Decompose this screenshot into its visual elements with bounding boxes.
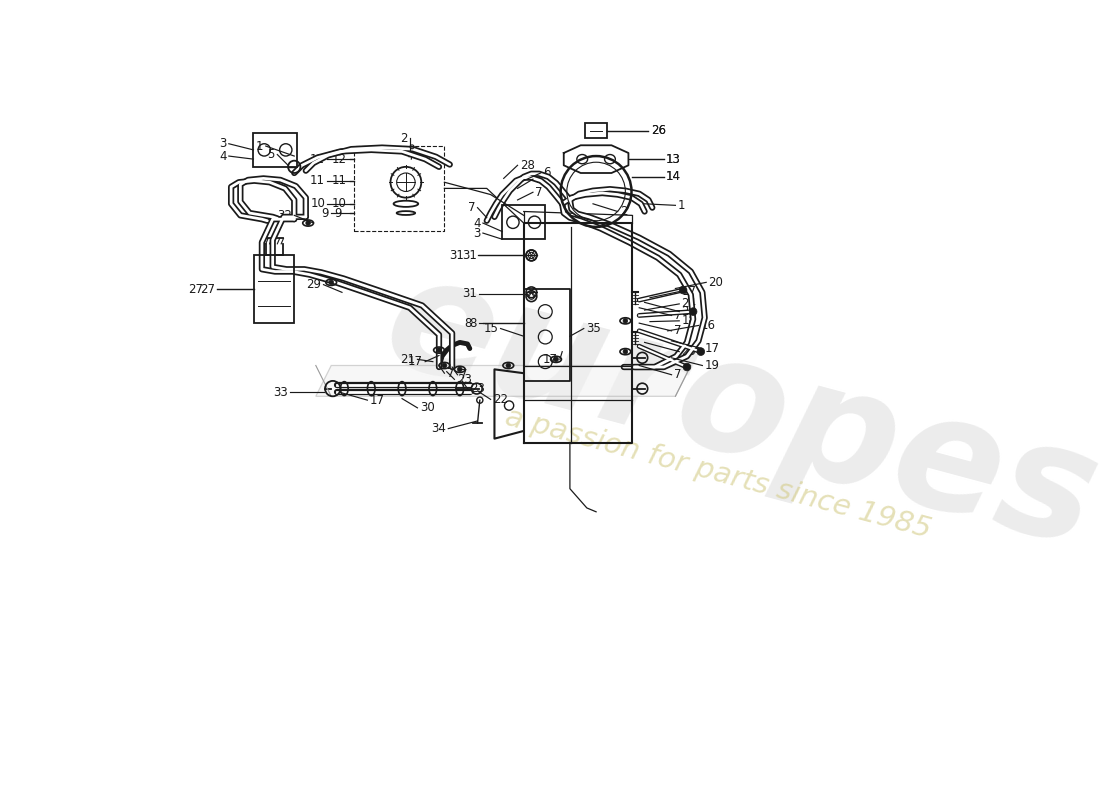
Text: 7: 7 (460, 368, 467, 382)
Text: a passion for parts since 1985: a passion for parts since 1985 (502, 403, 934, 544)
Text: 12: 12 (331, 153, 346, 166)
Bar (502, 206, 546, 239)
Text: 17: 17 (542, 353, 558, 366)
Text: 7: 7 (468, 201, 475, 214)
Text: 17: 17 (705, 342, 719, 355)
Text: 23: 23 (456, 373, 472, 386)
Text: 7: 7 (674, 309, 681, 322)
Text: 20: 20 (708, 276, 724, 289)
Text: 30: 30 (420, 402, 434, 414)
Text: 26: 26 (651, 124, 666, 137)
Text: 15: 15 (483, 322, 498, 335)
Circle shape (458, 367, 462, 372)
Circle shape (553, 357, 559, 362)
Text: 19: 19 (705, 359, 719, 372)
Text: 7: 7 (674, 368, 681, 382)
Text: 31: 31 (462, 249, 476, 262)
Text: 11: 11 (331, 174, 346, 187)
Text: 3: 3 (219, 138, 227, 150)
Text: 5: 5 (267, 148, 275, 161)
Text: 25: 25 (682, 345, 696, 358)
Text: 24: 24 (682, 298, 696, 310)
Text: 16: 16 (701, 319, 716, 332)
Text: 7: 7 (536, 173, 542, 186)
Text: 29: 29 (306, 278, 321, 291)
Text: 2: 2 (400, 132, 407, 145)
Text: 17: 17 (408, 355, 422, 368)
Text: 4: 4 (473, 217, 481, 230)
Bar (585, 123, 607, 138)
Text: 1: 1 (678, 199, 685, 212)
Text: 11: 11 (310, 174, 326, 187)
Text: 33: 33 (273, 386, 288, 399)
Text: 3: 3 (473, 226, 481, 239)
Circle shape (329, 280, 333, 285)
Circle shape (506, 363, 510, 368)
Text: 35: 35 (586, 322, 601, 335)
Text: 6: 6 (543, 166, 550, 179)
Text: 1: 1 (256, 139, 264, 153)
Text: 14: 14 (667, 170, 681, 183)
Circle shape (683, 363, 691, 371)
Circle shape (437, 348, 441, 353)
Text: 17: 17 (682, 285, 696, 298)
Circle shape (442, 363, 447, 368)
Text: europes: europes (368, 242, 1100, 581)
Text: 4: 4 (219, 150, 227, 162)
Text: 21: 21 (400, 353, 415, 366)
Circle shape (697, 348, 705, 355)
Text: 12: 12 (310, 153, 326, 166)
Text: 9: 9 (321, 206, 329, 219)
Text: 27: 27 (188, 282, 204, 296)
Text: 8: 8 (464, 317, 472, 330)
Text: 25: 25 (682, 305, 696, 318)
Text: 32: 32 (277, 209, 292, 222)
Bar (253, 133, 297, 167)
Text: 7: 7 (674, 324, 681, 338)
Text: 10: 10 (331, 198, 346, 210)
Text: 28: 28 (520, 158, 535, 172)
Text: 18: 18 (682, 314, 696, 327)
Text: 17: 17 (370, 394, 385, 406)
Text: 13: 13 (667, 153, 681, 166)
Circle shape (623, 318, 628, 323)
Text: 7: 7 (447, 366, 454, 380)
Text: 2: 2 (620, 205, 627, 218)
Text: 34: 34 (431, 422, 446, 435)
Text: 27: 27 (200, 282, 214, 296)
Text: 26: 26 (651, 124, 666, 137)
Bar (254, 255, 295, 323)
Circle shape (306, 221, 310, 226)
Text: 9: 9 (334, 206, 342, 219)
Text: 7: 7 (536, 186, 542, 198)
Text: 31: 31 (462, 287, 476, 300)
Polygon shape (316, 366, 691, 396)
Circle shape (623, 350, 628, 354)
Text: 10: 10 (310, 198, 326, 210)
Circle shape (680, 286, 686, 294)
Text: 8: 8 (470, 317, 476, 330)
Text: 23: 23 (470, 382, 485, 395)
Text: 13: 13 (667, 153, 681, 166)
Text: 14: 14 (667, 170, 681, 183)
Text: 22: 22 (493, 393, 508, 406)
Circle shape (690, 308, 697, 315)
Text: 31: 31 (449, 249, 464, 262)
